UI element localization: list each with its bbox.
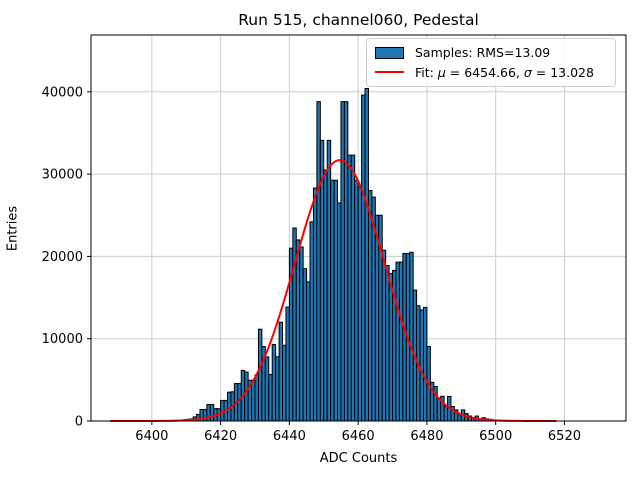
- histogram-bar: [395, 261, 400, 422]
- histogram-bar: [268, 373, 273, 422]
- x-tick-label: 6460: [342, 429, 375, 444]
- histogram-bar: [306, 281, 311, 422]
- y-tick-label: 10000: [42, 332, 83, 347]
- x-tick-label: 6440: [273, 429, 306, 444]
- y-tick-label: 0: [75, 415, 83, 430]
- histogram-bar: [361, 94, 366, 422]
- histogram-bar: [326, 139, 332, 422]
- legend-fit-label: Fit: μ = 6454.66, σ = 13.028: [415, 65, 594, 80]
- x-tick-label: 6520: [548, 429, 581, 444]
- fit-line-swatch-icon: [375, 71, 404, 74]
- histogram-bar: [220, 399, 225, 422]
- x-tick-label: 6480: [410, 429, 443, 444]
- histogram-bar: [381, 249, 387, 422]
- histogram-bar: [278, 321, 284, 422]
- histogram-bar: [364, 87, 369, 422]
- fit-label-mu-value: = 6454.66,: [445, 64, 524, 80]
- histogram-bar: [340, 101, 345, 422]
- mu-symbol: μ: [437, 64, 446, 80]
- histogram-bar: [295, 239, 301, 422]
- x-axis-label: ADC Counts: [319, 451, 398, 466]
- histogram-bar: [374, 214, 380, 422]
- histogram-bar: [347, 154, 352, 422]
- chart-title: Run 515, channel060, Pedestal: [238, 11, 479, 29]
- histogram-bar: [422, 306, 428, 422]
- legend-entry-fit: Fit: μ = 6454.66, σ = 13.028: [375, 63, 607, 83]
- histogram-bar: [398, 261, 404, 422]
- histogram-bar: [312, 187, 318, 422]
- histogram-bar: [254, 374, 259, 422]
- histogram-bar: [244, 371, 249, 422]
- fit-label-sigma-value: = 13.028: [531, 64, 594, 80]
- histogram-bar: [333, 179, 339, 422]
- histogram-bar: [330, 179, 335, 422]
- y-tick-label: 20000: [42, 250, 83, 265]
- histogram-bar: [436, 397, 442, 422]
- histogram-bar: [419, 309, 424, 422]
- histogram-bar: [264, 356, 270, 422]
- legend-entry-samples: Samples: RMS=13.09: [375, 43, 607, 63]
- histogram-bar: [343, 101, 349, 422]
- fit-curve: [109, 159, 557, 422]
- histogram-bar: [350, 154, 356, 422]
- histogram-swatch-icon: [375, 46, 404, 59]
- histogram-bar: [302, 268, 308, 422]
- histogram-bar: [337, 202, 342, 422]
- histogram-bar: [309, 221, 314, 422]
- legend-samples-label: Samples: RMS=13.09: [415, 45, 551, 61]
- histogram-bar: [409, 251, 414, 422]
- histogram-bar: [367, 190, 373, 422]
- histogram-bar: [209, 404, 215, 422]
- histogram-bar: [251, 379, 256, 422]
- x-tick-label: 6420: [204, 429, 237, 444]
- histogram-bar: [299, 246, 304, 422]
- fit-label-prefix: Fit:: [415, 64, 438, 80]
- histogram-bar: [323, 169, 328, 422]
- legend: Samples: RMS=13.09 Fit: μ = 6454.66, σ =…: [366, 38, 616, 87]
- x-tick-label: 6400: [135, 429, 168, 444]
- histogram-bar: [285, 306, 290, 422]
- histogram-bar: [402, 253, 407, 422]
- y-tick-label: 30000: [42, 168, 83, 183]
- y-axis-label: Entries: [5, 205, 21, 252]
- histogram-bar: [275, 356, 280, 422]
- histogram-bar: [257, 328, 263, 422]
- x-tick-label: 6500: [479, 429, 512, 444]
- histogram-bar: [282, 344, 287, 422]
- histogram-bar: [388, 273, 394, 422]
- histogram-bar: [271, 343, 277, 422]
- histogram-bar: [357, 186, 363, 422]
- y-tick-label: 40000: [42, 85, 83, 100]
- sigma-symbol: σ: [523, 64, 532, 80]
- histogram-bar: [316, 101, 321, 422]
- histogram-bar: [354, 179, 359, 422]
- histogram-bar: [385, 264, 390, 422]
- histogram-bar: [443, 406, 449, 422]
